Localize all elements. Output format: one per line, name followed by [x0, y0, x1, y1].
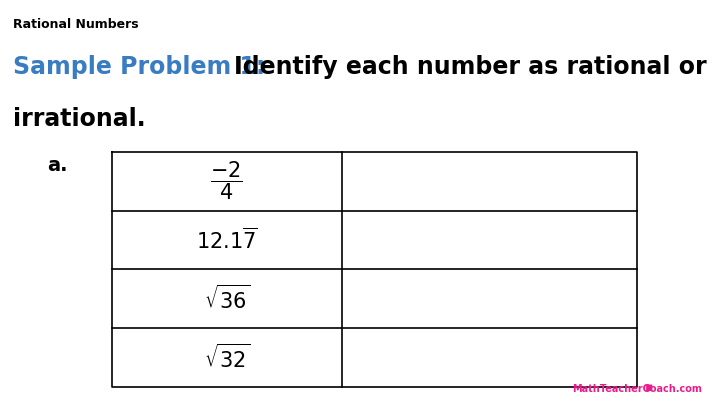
Text: a.: a.: [47, 156, 67, 175]
Text: $\sqrt{36}$: $\sqrt{36}$: [204, 284, 250, 313]
Text: $12.1\overline{7}$: $12.1\overline{7}$: [196, 227, 258, 253]
Text: MathTeacherCoach.com: MathTeacherCoach.com: [572, 384, 702, 394]
Text: $\sqrt{32}$: $\sqrt{32}$: [204, 343, 250, 372]
Text: irrational.: irrational.: [13, 107, 145, 131]
Text: Sample Problem 1:: Sample Problem 1:: [13, 55, 265, 79]
Text: ▪: ▪: [644, 381, 653, 394]
Text: $\dfrac{-2}{4}$: $\dfrac{-2}{4}$: [210, 160, 243, 202]
Text: Identify each number as rational or: Identify each number as rational or: [234, 55, 706, 79]
Text: Rational Numbers: Rational Numbers: [13, 18, 138, 31]
